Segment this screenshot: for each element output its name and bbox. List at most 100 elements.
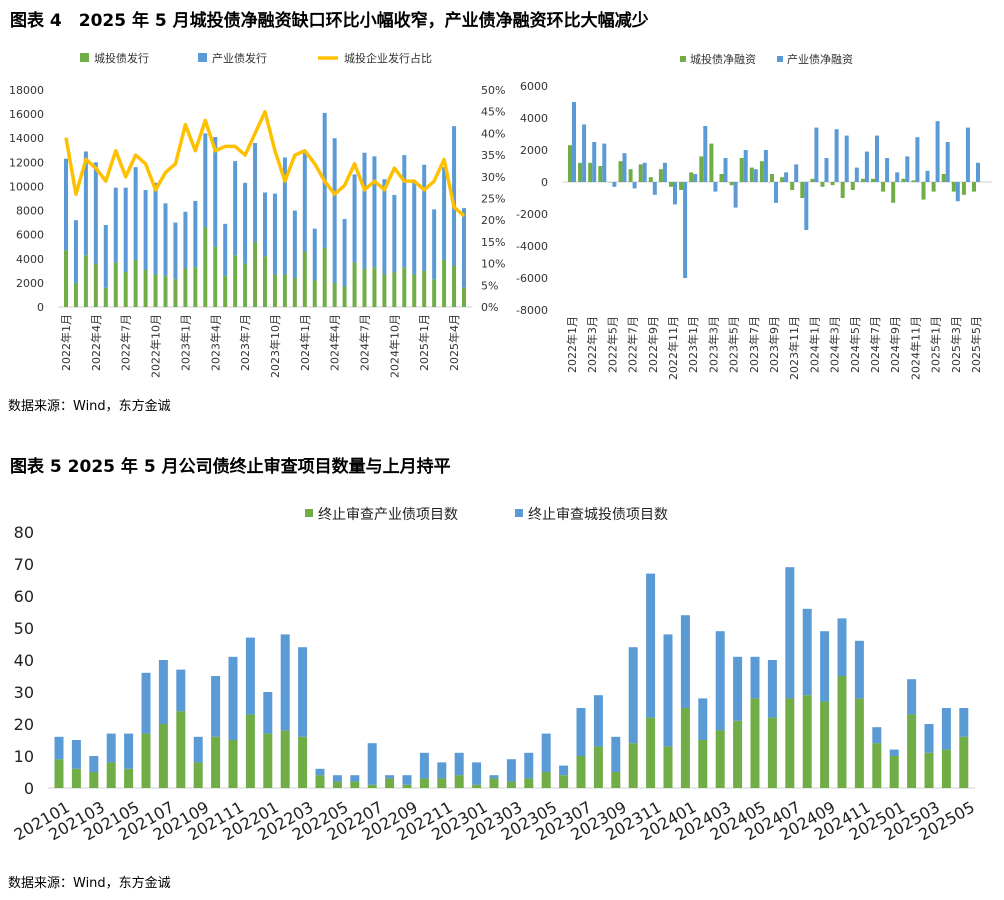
industrial-net-bar [844, 135, 849, 182]
chengtou-terminated-bar [489, 775, 499, 779]
left-tick-label: 10000 [9, 180, 44, 193]
industrial-issuance-bar [163, 203, 168, 276]
industrial-net-bar [774, 182, 778, 203]
chengtou-issuance-bar [83, 255, 88, 307]
chengtou-net-bar [588, 162, 593, 182]
chengtou-net-bar [679, 182, 684, 190]
chengtou-net-bar [598, 166, 603, 182]
y-tick-label: 50 [14, 619, 34, 638]
chengtou-terminated-bar [263, 692, 273, 734]
industrial-terminated-bar [680, 708, 690, 788]
x-tick-label: 2022年7月 [119, 314, 133, 371]
chengtou-net-bar [739, 158, 744, 182]
y-tick-label: 2000 [520, 144, 548, 157]
right-tick-label: 45% [481, 106, 505, 119]
industrial-terminated-bar [611, 772, 621, 788]
chengtou-net-bar [941, 174, 946, 182]
chengtou-terminated-bar [298, 647, 308, 737]
chengtou-terminated-bar [367, 743, 377, 785]
legend-label: 终止审查城投债项目数 [528, 507, 668, 523]
chengtou-issuance-bar [163, 275, 168, 307]
chengtou-terminated-bar [733, 656, 743, 721]
figure4-title: 图表 4 2025 年 5 月城投债净融资缺口环比小幅收窄，产业债净融资环比大幅… [10, 10, 649, 31]
chengtou-net-bar [759, 161, 764, 182]
industrial-issuance-bar [183, 211, 188, 269]
industrial-issuance-bar [133, 167, 138, 260]
chengtou-issuance-bar [103, 287, 108, 307]
industrial-terminated-bar [715, 730, 725, 788]
chengtou-issuance-bar [263, 256, 267, 307]
x-tick-label: 2022年11月 [666, 316, 680, 380]
chengtou-issuance-bar [362, 268, 367, 307]
chengtou-issuance-bar [282, 274, 287, 307]
industrial-issuance-bar [442, 167, 447, 260]
chengtou-terminated-bar [698, 698, 708, 740]
industrial-terminated-bar [733, 720, 743, 788]
industrial-issuance-bar [253, 143, 258, 242]
x-tick-label: 2025年3月 [949, 316, 963, 373]
industrial-net-bar [612, 182, 617, 187]
industrial-terminated-bar [280, 730, 290, 788]
industrial-net-bar [885, 158, 890, 182]
industrial-issuance-bar [83, 151, 88, 256]
industrial-net-bar [693, 174, 698, 182]
industrial-issuance-bar [64, 158, 68, 251]
chengtou-terminated-bar [280, 634, 290, 731]
industrial-net-bar [602, 143, 607, 182]
chengtou-issuance-bar [143, 269, 148, 307]
industrial-issuance-bar [153, 182, 158, 275]
left-tick-label: 4000 [16, 253, 44, 266]
industrial-issuance-bar [143, 190, 148, 270]
industrial-net-bar [875, 135, 879, 182]
chengtou-net-bar [800, 182, 805, 198]
industrial-terminated-bar [54, 759, 64, 788]
chengtou-terminated-bar [959, 708, 969, 737]
industrial-issuance-bar [332, 138, 337, 283]
chengtou-terminated-bar [89, 756, 99, 772]
chengtou-issuance-bar [123, 272, 128, 307]
left-tick-label: 12000 [9, 156, 44, 169]
x-tick-label: 2022年1月 [59, 314, 73, 371]
industrial-terminated-bar [820, 701, 830, 788]
chengtou-terminated-bar [767, 660, 777, 718]
y-tick-label: 80 [14, 523, 34, 542]
industrial-net-bar [864, 151, 869, 182]
x-tick-label: 2025年5月 [969, 316, 983, 373]
x-tick-label: 2022年3月 [585, 316, 599, 373]
chengtou-terminated-bar [71, 740, 81, 769]
chengtou-issuance-bar [352, 262, 357, 307]
x-tick-label: 2024年10月 [387, 314, 401, 378]
industrial-net-bar [592, 142, 597, 182]
industrial-net-bar [804, 182, 809, 230]
industrial-issuance-bar [263, 192, 267, 257]
industrial-terminated-bar [211, 736, 221, 788]
y-tick-label: -2000 [516, 208, 548, 221]
left-tick-label: 8000 [16, 205, 44, 218]
left-tick-label: 6000 [16, 229, 44, 242]
x-tick-label: 2023年1月 [686, 316, 700, 373]
industrial-issuance-bar [462, 208, 466, 288]
chengtou-terminated-bar [541, 733, 551, 772]
industrial-terminated-bar [541, 772, 551, 788]
chengtou-terminated-bar [419, 752, 429, 779]
chengtou-net-bar [840, 182, 845, 198]
chengtou-net-bar [689, 172, 694, 182]
industrial-net-bar [895, 172, 900, 182]
legend-label: 城投企业发行占比 [344, 51, 432, 65]
x-tick-label: 2024年5月 [848, 316, 862, 373]
industrial-terminated-bar [628, 743, 638, 788]
chengtou-net-bar [951, 182, 956, 192]
industrial-issuance-bar [223, 223, 228, 276]
industrial-issuance-bar [233, 161, 238, 256]
chengtou-issuance-bar [292, 278, 297, 307]
chengtou-issuance-bar [153, 274, 158, 307]
chengtou-net-bar [830, 182, 835, 186]
industrial-issuance-bar [392, 194, 397, 273]
chengtou-issuance-bar [332, 282, 337, 307]
industrial-issuance-bar [272, 193, 277, 275]
chengtou-terminated-bar [854, 640, 864, 699]
x-tick-label: 2022年7月 [626, 316, 640, 373]
industrial-issuance-bar [432, 209, 437, 280]
x-tick-label: 2023年3月 [706, 316, 720, 373]
y-tick-label: 4000 [520, 112, 548, 125]
